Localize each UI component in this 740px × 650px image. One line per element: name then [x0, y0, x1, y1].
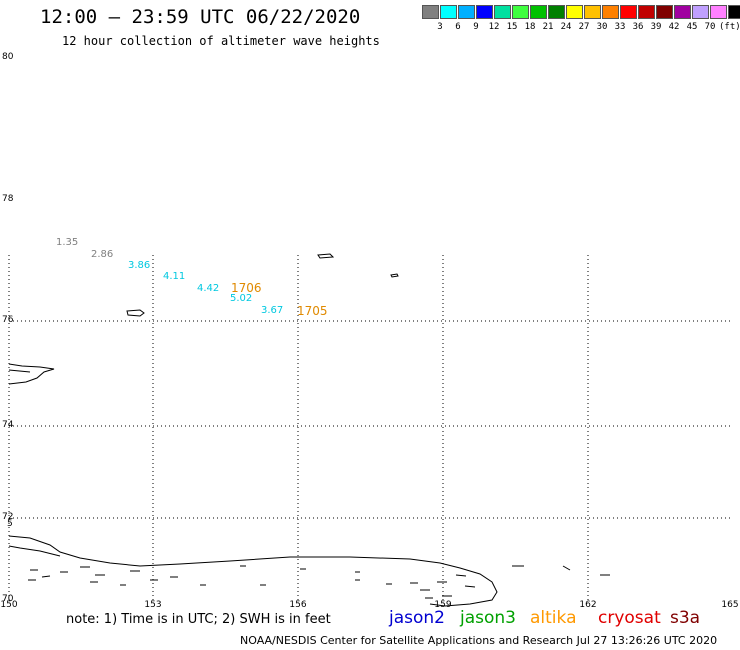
scale-label: 21 [542, 22, 554, 32]
scale-swatch [674, 5, 691, 19]
obs-value: 3.67 [261, 305, 284, 316]
color-scale [422, 5, 740, 19]
lat-label-80: 80 [2, 52, 14, 62]
color-scale-labels: 3 6 9 12 15 18 21 24 27 30 33 36 39 42 45 70 [422, 22, 740, 34]
lon-label-165: 165 [721, 600, 739, 610]
islets-2 [28, 571, 476, 599]
scale-swatch [584, 5, 601, 19]
map-title: 12:00 – 23:59 UTC 06/22/2020 [40, 6, 361, 28]
scale-swatch [458, 5, 475, 19]
scale-swatch [440, 5, 457, 19]
scale-label: 39 [650, 22, 662, 32]
scale-swatch [548, 5, 565, 19]
scale-label: 42 [668, 22, 680, 32]
scale-label: 70 [704, 22, 716, 32]
obs-time: 1705 [297, 304, 328, 318]
lon-label-150: 150 [0, 600, 18, 610]
map-subtitle: 12 hour collection of altimeter wave hei… [62, 34, 380, 48]
lon-label-159: 159 [434, 600, 452, 610]
scale-label: 15 [506, 22, 518, 32]
scale-swatch [422, 5, 439, 19]
scale-swatch [728, 5, 740, 19]
island-c [390, 273, 399, 278]
credit-line: NOAA/NESDIS Center for Satellite Applica… [240, 634, 718, 647]
lat-label-70: 70 [2, 594, 14, 604]
lat-label-74: 74 [2, 420, 14, 430]
coast-north-2 [8, 369, 31, 373]
scale-swatch [692, 5, 709, 19]
scale-swatch [656, 5, 673, 19]
island-b [317, 253, 335, 259]
scale-label: 33 [614, 22, 626, 32]
obs-value: 4.11 [163, 271, 186, 282]
lat-label-78: 78 [2, 194, 14, 204]
lon-label-162: 162 [579, 600, 597, 610]
island-a [126, 309, 145, 317]
scale-label: 30 [596, 22, 608, 32]
footer-note: note: 1) Time is in UTC; 2) SWH is in fe… [66, 612, 331, 627]
sat-jason3: jason3 [460, 608, 516, 628]
scale-label: 3 [437, 22, 443, 32]
scale-label: 45 [686, 22, 698, 32]
grid-lines [8, 255, 732, 600]
scale-label: 9 [473, 22, 479, 32]
scale-label: 27 [578, 22, 590, 32]
scale-swatch [566, 5, 583, 19]
sat-jason2: jason2 [389, 608, 445, 628]
scale-swatch [530, 5, 547, 19]
scale-swatch [620, 5, 637, 19]
lat-label-extra: 5 [7, 519, 13, 529]
scale-label: 18 [524, 22, 536, 32]
scale-swatch [638, 5, 655, 19]
scale-swatch [602, 5, 619, 19]
obs-value: 3.86 [128, 260, 151, 271]
scale-swatch [476, 5, 493, 19]
islets-1 [30, 565, 610, 597]
obs-value: 4.42 [197, 283, 220, 294]
coast-north [8, 363, 55, 385]
scale-label: 12 [488, 22, 500, 32]
sat-cryosat: cryosat [598, 608, 661, 628]
lat-label-72: 72 [2, 512, 14, 522]
lon-label-153: 153 [144, 600, 162, 610]
sat-s3a: s3a [670, 608, 701, 628]
lat-label-76: 76 [2, 315, 14, 325]
scale-label: 6 [455, 22, 461, 32]
coast-south [8, 535, 498, 607]
sat-altika: altika [530, 608, 577, 628]
scale-unit: (ft) [719, 22, 740, 32]
scale-label: 24 [560, 22, 572, 32]
scale-swatch [710, 5, 727, 19]
coast-south-2 [8, 545, 61, 557]
lon-label-156: 156 [289, 600, 307, 610]
obs-value: 2.86 [91, 249, 114, 260]
scale-swatch [494, 5, 511, 19]
scale-swatch [512, 5, 529, 19]
obs-value: 1.35 [56, 237, 79, 248]
obs-time: 1706 [231, 281, 262, 295]
scale-label: 36 [632, 22, 644, 32]
coastline [8, 253, 610, 607]
obs-value: 5.02 [230, 293, 253, 304]
